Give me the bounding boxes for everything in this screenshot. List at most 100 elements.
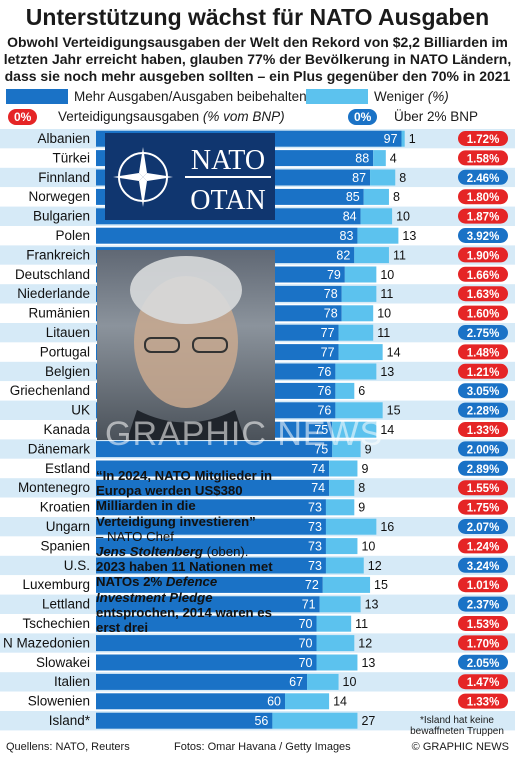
- bar-more: [96, 596, 320, 613]
- value-label-more: 76: [317, 365, 331, 379]
- spending-pill: [458, 383, 508, 399]
- value-label-less: 14: [333, 695, 347, 709]
- value-label-less: 10: [396, 210, 410, 224]
- country-label: Bulgarien: [33, 209, 90, 224]
- bar-more: [96, 635, 317, 652]
- country-label: Belgien: [45, 364, 90, 379]
- bar-less: [338, 344, 383, 361]
- value-label-less: 11: [393, 248, 406, 262]
- bar-less: [332, 441, 361, 458]
- legend-row-2: 0% Verteidigungsausgaben (% vom BNP) 0% …: [6, 108, 509, 125]
- value-label-more: 73: [308, 539, 322, 553]
- country-label: Tschechien: [22, 616, 90, 631]
- bar-less: [373, 150, 386, 167]
- spending-pill: [458, 150, 508, 166]
- bar-more: [96, 712, 273, 729]
- value-label-more: 78: [324, 287, 338, 301]
- bar-less: [335, 363, 377, 380]
- portrait-silhouette-icon: [127, 256, 245, 440]
- value-label-more: 87: [352, 171, 366, 185]
- spending-label: 1.47%: [467, 677, 500, 689]
- value-label-more: 88: [355, 151, 369, 165]
- spending-pill: [458, 480, 508, 496]
- country-label: Slowenien: [28, 694, 90, 709]
- nato-logo-photo: NATO OTAN: [105, 133, 275, 220]
- country-label: Island*: [49, 713, 91, 728]
- spending-pill: [458, 228, 508, 243]
- legend-pill-over: 0%: [348, 109, 378, 125]
- spending-pill: [458, 596, 508, 612]
- value-label-less: 9: [361, 462, 368, 476]
- country-label: Griechenland: [10, 383, 90, 398]
- spending-pill: [458, 247, 508, 263]
- value-label-more: 72: [305, 578, 319, 592]
- value-label-more: 70: [299, 636, 313, 650]
- country-label: Polen: [55, 228, 90, 243]
- bar-less: [332, 421, 377, 438]
- value-label-less: 8: [399, 171, 406, 185]
- value-label-more: 79: [327, 268, 341, 282]
- bar-less: [325, 518, 377, 535]
- value-label-less: 9: [358, 501, 365, 515]
- spending-label: 2.05%: [467, 658, 500, 670]
- value-label-more: 84: [343, 210, 357, 224]
- spending-label: 3.24%: [467, 561, 500, 573]
- legend-swatch-more: [6, 89, 68, 104]
- legend-pill-under: 0%: [8, 109, 38, 125]
- footer-copyright: © GRAPHIC NEWS: [411, 741, 509, 753]
- bar-less: [285, 693, 330, 710]
- spending-pill: [458, 189, 508, 205]
- bar-less: [341, 285, 377, 302]
- value-label-more: 73: [308, 559, 322, 573]
- country-label: Frankreich: [26, 247, 90, 262]
- spending-pill: [458, 499, 508, 515]
- spending-pill: [458, 266, 508, 282]
- legend: Mehr Ausgaben/Ausgaben beibehalten (%) W…: [6, 88, 509, 126]
- value-label-less: 15: [387, 404, 401, 418]
- spending-label: 1.63%: [467, 289, 500, 301]
- spending-label: 1.01%: [467, 580, 500, 592]
- spending-label: 1.55%: [467, 483, 500, 495]
- country-label: Italien: [54, 674, 90, 689]
- country-label: Niederlande: [17, 286, 90, 301]
- country-label: Kroatien: [40, 500, 90, 515]
- bar-more: [96, 693, 285, 710]
- value-label-more: 82: [336, 248, 350, 262]
- country-label: Norwegen: [28, 189, 90, 204]
- spending-label: 2.89%: [467, 464, 500, 476]
- country-label: U.S.: [64, 558, 90, 573]
- spending-pill: [458, 460, 508, 476]
- spending-pill: [458, 208, 508, 224]
- spending-pill: [458, 325, 508, 340]
- spending-label: 1.66%: [467, 270, 500, 282]
- country-label: Slowakei: [36, 655, 90, 670]
- bar-more: [96, 479, 330, 496]
- value-label-less: 9: [365, 442, 372, 456]
- spending-pill: [458, 169, 508, 185]
- value-label-less: 12: [358, 636, 372, 650]
- value-label-less: 14: [380, 423, 394, 437]
- spending-pill: [458, 402, 508, 418]
- footer-sources: Quellens: NATO, Reuters: [6, 741, 130, 753]
- spending-pill: [458, 286, 508, 302]
- spending-label: 1.80%: [467, 192, 500, 204]
- country-label: Lettland: [42, 597, 90, 612]
- quote-text: “In 2024, NATO Mitglieder in Europa werd…: [96, 468, 273, 529]
- quote-fact-b: Defence Investment Pledge: [96, 574, 218, 605]
- spending-label: 2.00%: [467, 444, 500, 456]
- spending-label: 1.70%: [467, 638, 500, 650]
- country-label: Spanien: [40, 538, 90, 553]
- country-label: Litauen: [46, 325, 90, 340]
- bar-less: [335, 382, 355, 399]
- country-label: Portugal: [40, 344, 90, 359]
- value-label-less: 8: [393, 190, 400, 204]
- spending-label: 2.75%: [467, 328, 500, 340]
- value-label-more: 75: [314, 442, 328, 456]
- spending-pill: [458, 635, 508, 651]
- value-label-less: 10: [361, 539, 375, 553]
- bar-more: [96, 576, 323, 593]
- spending-pill: [458, 654, 508, 670]
- page-subtitle: Obwohl Verteidigungsausgaben der Welt de…: [3, 34, 512, 84]
- value-label-less: 15: [374, 578, 388, 592]
- country-label: N Mazedonien: [3, 635, 90, 650]
